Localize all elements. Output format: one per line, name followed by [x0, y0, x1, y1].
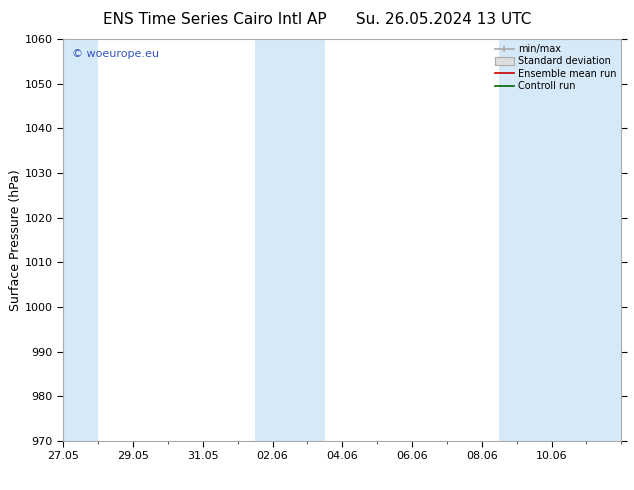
Bar	[569, 39, 621, 441]
Bar	[500, 39, 569, 441]
Y-axis label: Surface Pressure (hPa): Surface Pressure (hPa)	[9, 169, 22, 311]
Bar	[255, 39, 325, 441]
Text: © woeurope.eu: © woeurope.eu	[72, 49, 158, 59]
Legend: min/max, Standard deviation, Ensemble mean run, Controll run: min/max, Standard deviation, Ensemble me…	[493, 42, 618, 93]
Text: ENS Time Series Cairo Intl AP      Su. 26.05.2024 13 UTC: ENS Time Series Cairo Intl AP Su. 26.05.…	[103, 12, 531, 27]
Bar	[63, 39, 98, 441]
